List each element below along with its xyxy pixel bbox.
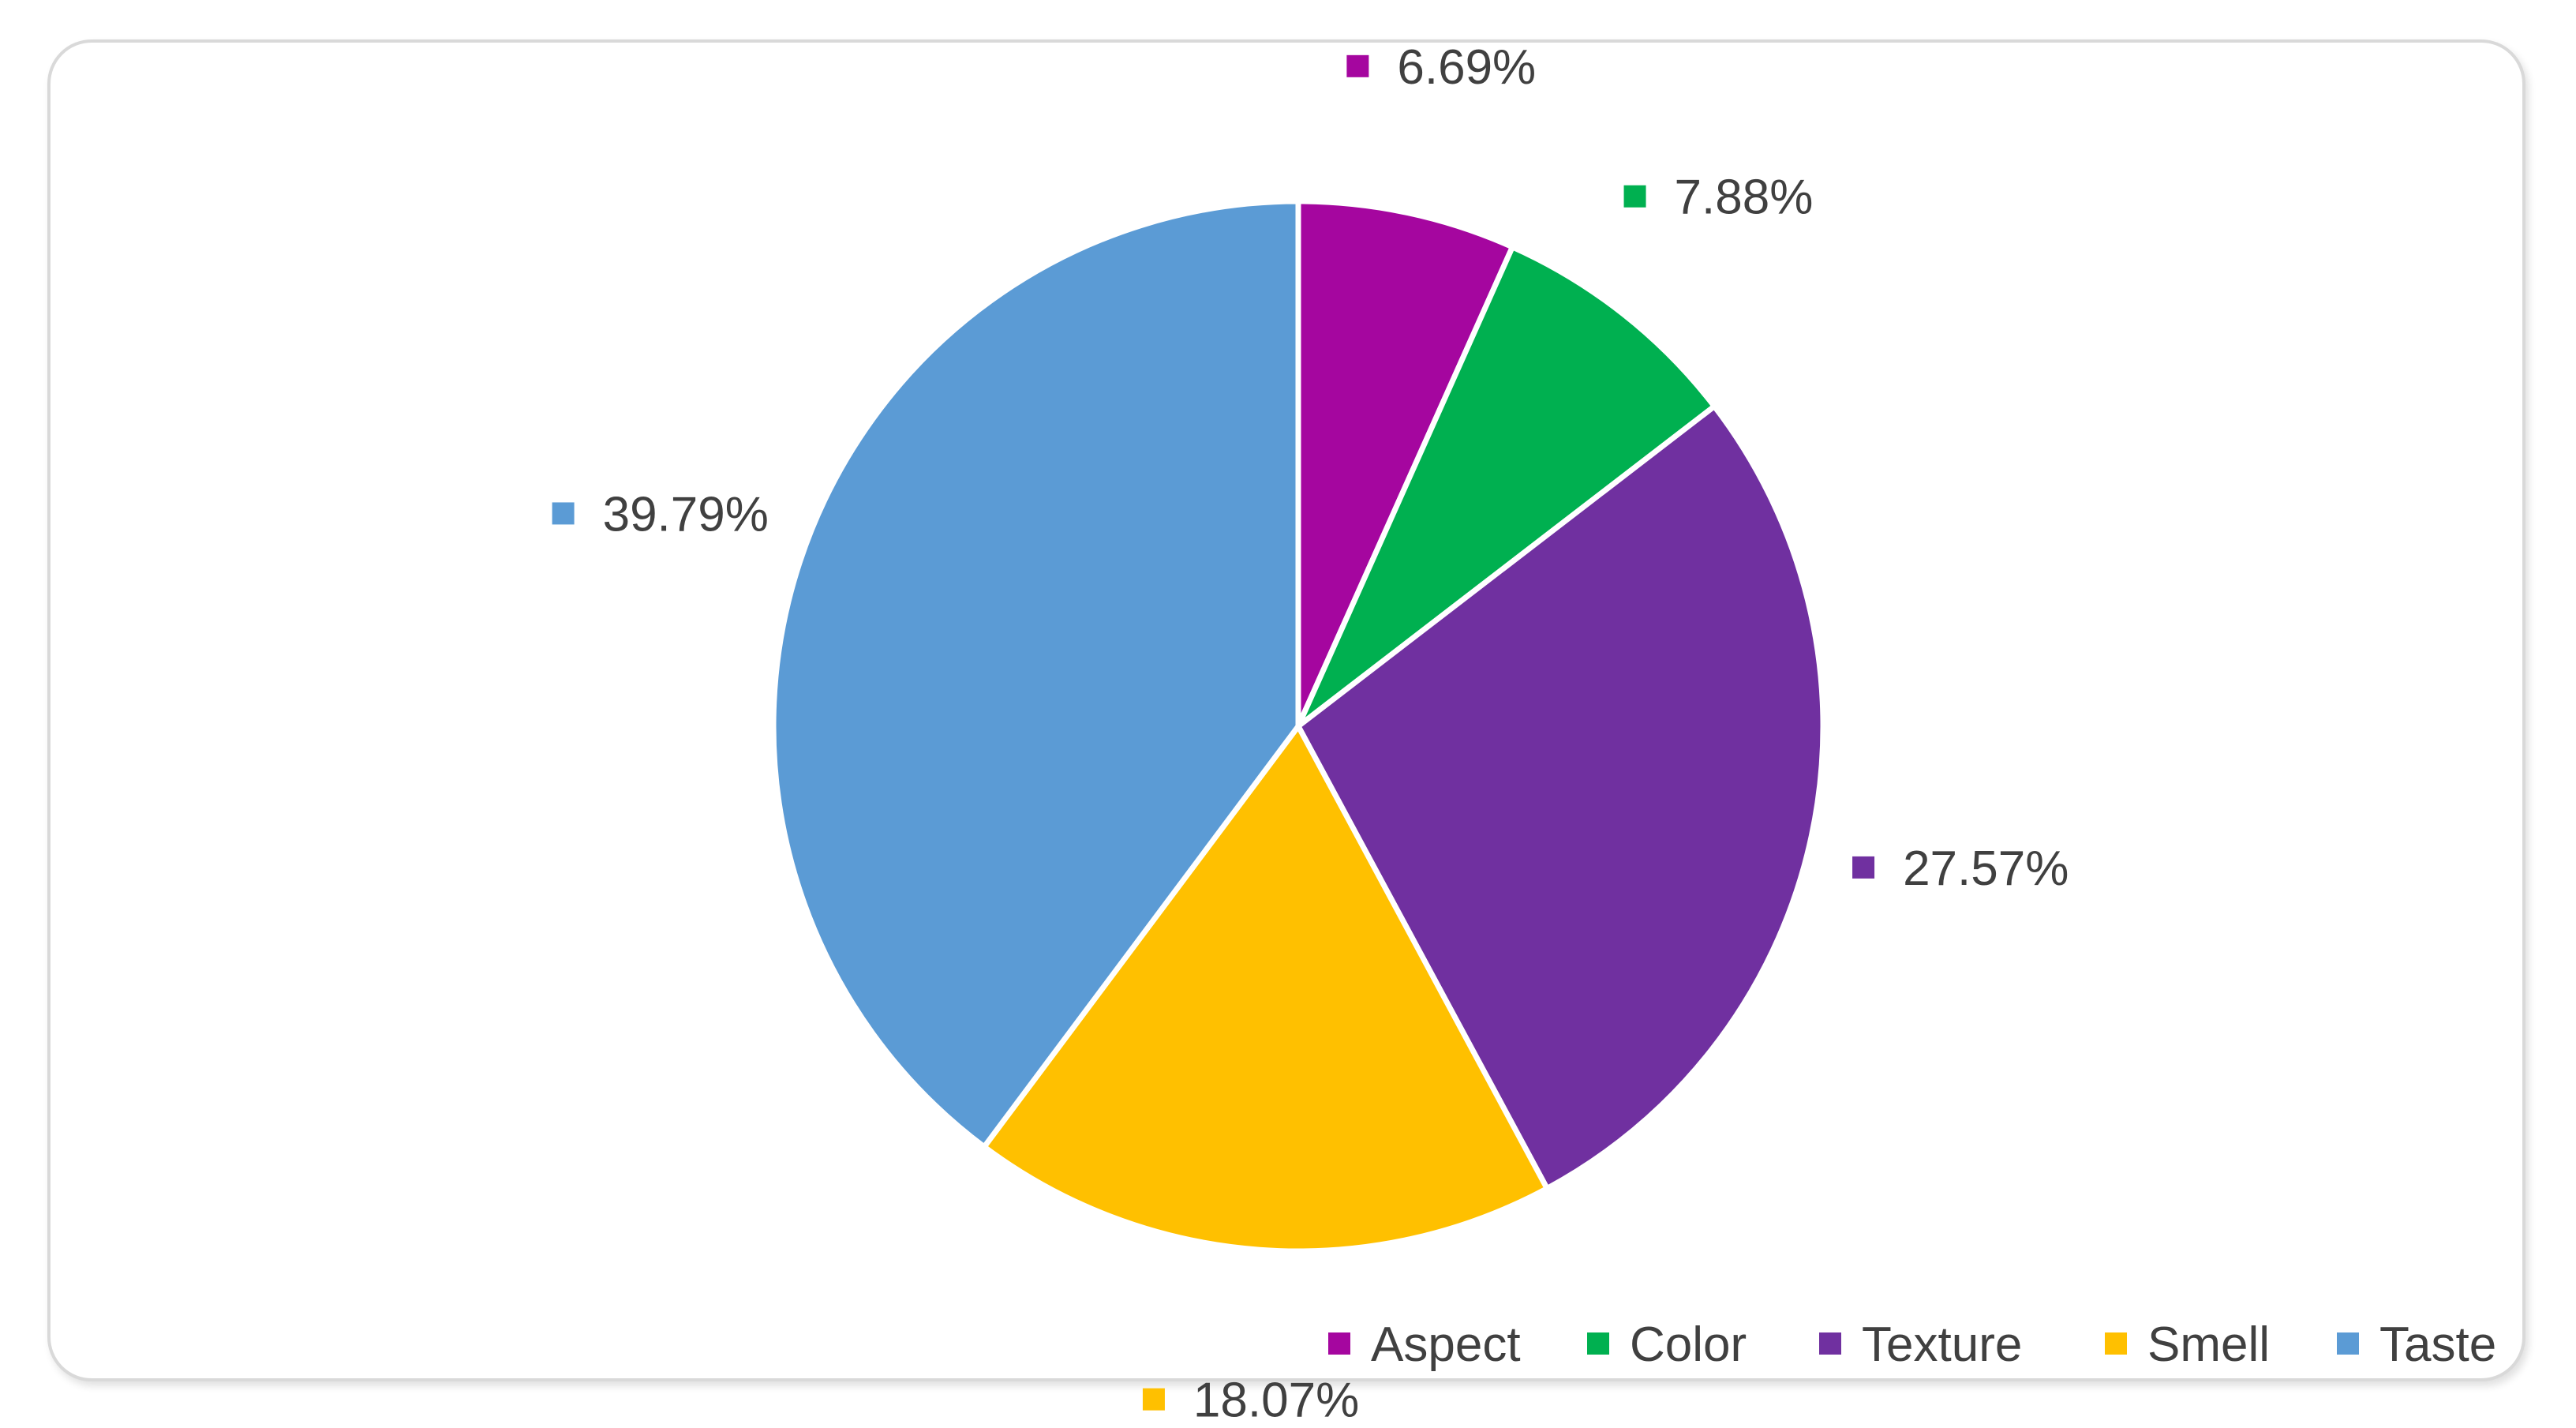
pie-slices — [770, 198, 1826, 1254]
data-label-smell: 18.07% — [1193, 1374, 1359, 1428]
data-label-marker-taste — [552, 502, 575, 525]
legend: Aspect Color Texture Smell Taste — [1328, 1317, 2496, 1372]
data-label-marker-texture — [1852, 856, 1875, 879]
legend-label-smell: Smell — [2147, 1317, 2270, 1372]
legend-label-aspect: Aspect — [1371, 1317, 1521, 1372]
pie-slice-taste — [770, 198, 1301, 1150]
legend-marker-smell — [2105, 1332, 2127, 1355]
legend-marker-aspect — [1328, 1332, 1350, 1355]
data-label-color: 7.88% — [1675, 171, 1814, 225]
data-label-taste: 39.79% — [603, 487, 769, 542]
pie-slice-aspect — [1295, 198, 1515, 729]
legend-label-taste: Taste — [2379, 1317, 2496, 1372]
legend-label-color: Color — [1630, 1317, 1747, 1372]
pie-slice-texture — [1295, 403, 1826, 1192]
data-label-marker-smell — [1142, 1388, 1165, 1411]
pie-slice-smell — [981, 723, 1550, 1254]
pie-slice-color — [1295, 244, 1717, 729]
data-labels: 6.69% 7.88% 27.57% 18.07% 39.79% — [552, 40, 2069, 1428]
legend-label-texture: Texture — [1862, 1317, 2022, 1372]
data-label-marker-aspect — [1346, 54, 1369, 77]
data-label-aspect: 6.69% — [1397, 40, 1536, 95]
legend-marker-color — [1587, 1332, 1609, 1355]
legend-marker-texture — [1819, 1332, 1841, 1355]
data-label-texture: 27.57% — [1903, 841, 2069, 896]
data-label-marker-color — [1623, 185, 1646, 208]
legend-marker-taste — [2337, 1332, 2359, 1355]
